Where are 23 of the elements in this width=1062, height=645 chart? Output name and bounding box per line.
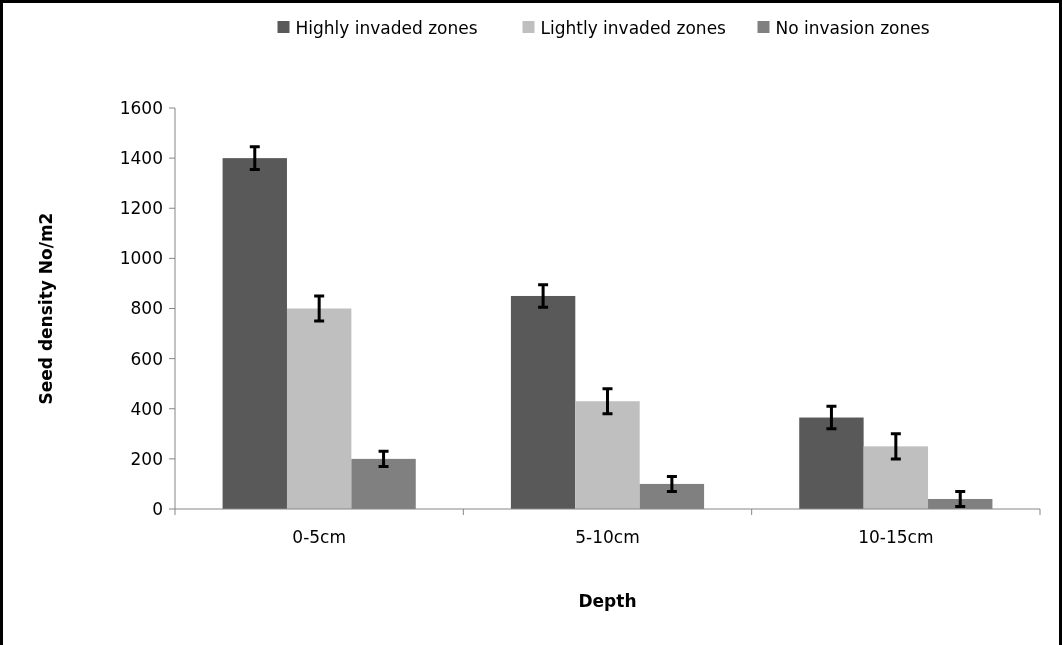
legend-label: No invasion zones <box>775 17 930 38</box>
bar <box>222 158 287 509</box>
y-axis-title: Seed density No/m2 <box>36 212 56 405</box>
legend-label: Highly invaded zones <box>295 17 478 38</box>
bar <box>510 295 576 509</box>
y-tick-label: 1200 <box>119 198 163 219</box>
y-tick-label: 1600 <box>119 97 163 118</box>
bar <box>863 446 929 509</box>
bar <box>575 401 640 509</box>
bar <box>799 417 864 509</box>
y-tick-label: 800 <box>130 298 163 319</box>
bar <box>286 308 352 509</box>
y-tick-label: 200 <box>130 448 163 469</box>
y-tick-label: 0 <box>152 498 163 519</box>
x-tick-label: 10-15cm <box>858 527 934 547</box>
x-tick-label: 5-10cm <box>575 527 640 547</box>
y-tick-label: 400 <box>130 398 163 419</box>
y-tick-label: 1400 <box>119 148 163 169</box>
x-axis-title: Depth <box>578 591 637 611</box>
y-tick-label: 1000 <box>119 248 163 269</box>
x-tick-label: 0-5cm <box>292 527 347 547</box>
legend-label: Lightly invaded zones <box>540 17 727 38</box>
y-tick-label: 600 <box>130 348 163 369</box>
